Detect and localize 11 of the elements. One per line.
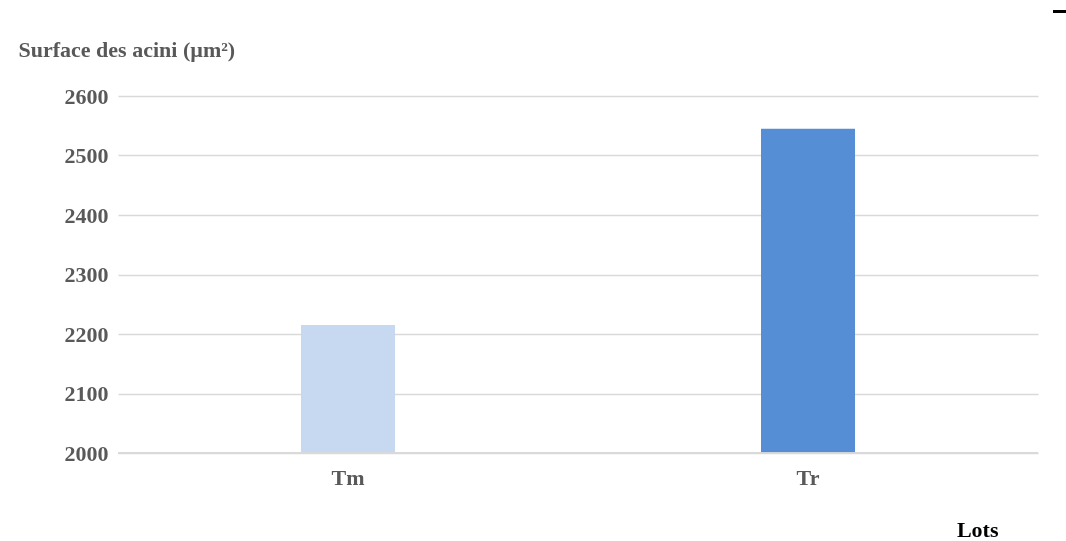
x-tick-label: Tr xyxy=(796,464,820,490)
y-tick-label: 2400 xyxy=(64,202,109,228)
x-tick-label: Tm xyxy=(331,464,365,490)
y-tick-label: 2000 xyxy=(64,440,109,466)
y-tick-label: 2500 xyxy=(64,143,109,168)
y-tick-label: 2300 xyxy=(64,262,109,287)
x-axis-title: Lots xyxy=(956,516,999,541)
y-tick-label: 2100 xyxy=(64,381,109,406)
y-tick-label: 2600 xyxy=(64,83,109,109)
y-axis-title: Surface des acini (µm²) xyxy=(18,36,236,62)
y-tick-label: 2200 xyxy=(64,321,109,347)
